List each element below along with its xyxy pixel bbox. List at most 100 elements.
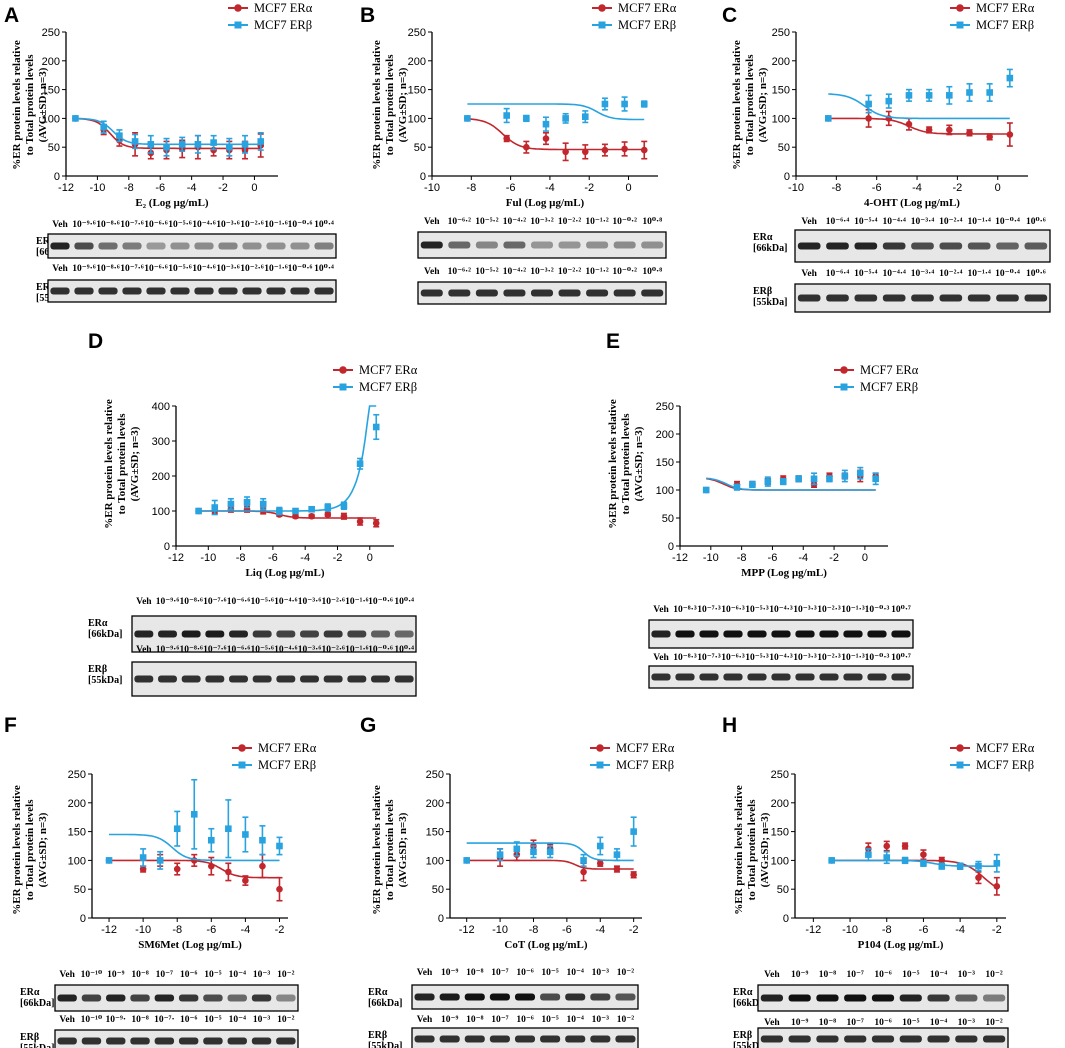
- data-point: [208, 862, 215, 870]
- erb-blot-conc-label: 10⁰·⁶: [1026, 269, 1046, 279]
- panel-D: D 0 100 200 300 400 -12 -10 -8 -6 -4 -2 0 Liq (Log µg…: [88, 330, 418, 697]
- data-point: [883, 842, 891, 850]
- x-axis-label: MPP (Log µg/mL): [741, 567, 827, 579]
- erb-blot-band: [266, 287, 286, 295]
- y-tick-label: 0: [438, 913, 444, 925]
- era-blot-conc-label: 10⁰·⁴: [394, 597, 414, 607]
- data-point: [503, 112, 510, 119]
- data-point: [580, 868, 587, 876]
- era-blot-band: [414, 993, 435, 1001]
- erb-blot-band: [899, 1035, 922, 1043]
- data-point: [938, 857, 946, 864]
- y-axis-label-line: %ER protein levels relative: [607, 399, 619, 529]
- data-point: [640, 146, 648, 154]
- legend-erb-marker: [956, 761, 964, 769]
- series-era: [828, 840, 1001, 896]
- y-axis-label-line: %ER protein levels relative: [11, 785, 23, 915]
- era-blot-band: [854, 242, 878, 250]
- x-tick-label: -8: [172, 924, 182, 936]
- erb-blot-band: [530, 289, 554, 297]
- erb-blot-band: [939, 294, 963, 302]
- erb-blot-band: [911, 294, 934, 302]
- data-point: [227, 500, 235, 508]
- x-tick-label: -2: [333, 552, 343, 564]
- data-point: [596, 842, 604, 850]
- erb-blot-conc-label: 10⁻¹·⁴: [967, 269, 991, 279]
- data-point: [225, 868, 232, 876]
- x-tick-label: -2: [829, 552, 839, 564]
- era-blot-conc-label: 10⁻²·²: [558, 217, 582, 227]
- legend-erb-label: MCF7 ERβ: [359, 380, 417, 394]
- erb-blot-conc-label: 10⁻⁹: [441, 1015, 459, 1025]
- era-blot-band: [797, 242, 821, 250]
- erb-blot-band: [747, 673, 767, 681]
- erb-blot-band: [788, 1035, 811, 1043]
- era-blot-conc-label: 10⁻⁰·⁴: [995, 217, 1020, 227]
- era-blot-band: [170, 242, 190, 250]
- data-point: [173, 865, 181, 873]
- data-point: [190, 811, 198, 818]
- y-axis-label-line: (AVG±SD; n=3): [759, 812, 771, 887]
- era-blot-conc-label: 10⁻⁴·³: [769, 605, 793, 615]
- y-axis-label-line: to Total protein levels: [24, 54, 36, 156]
- data-point: [542, 135, 550, 142]
- era-blot-band: [844, 994, 867, 1002]
- erb-blot-band: [826, 294, 849, 302]
- era-blot-conc-label: 10⁻³: [592, 968, 610, 978]
- x-tick-label: 0: [625, 182, 631, 194]
- x-tick-label: -6: [206, 924, 216, 936]
- erb-blot-conc-label: 10⁻²·⁶: [240, 264, 264, 274]
- era-blot-band: [158, 630, 177, 638]
- erb-blot-band: [290, 287, 310, 295]
- data-point: [259, 862, 266, 870]
- x-tick-label: 0: [995, 182, 1001, 194]
- y-axis-label: %ER protein levels relative to Total prot…: [607, 399, 645, 529]
- erb-blot-conc-label: 10⁰·⁴: [314, 264, 334, 274]
- era-blot-band: [134, 630, 154, 638]
- x-tick-label: -4: [955, 924, 965, 936]
- y-tick-label: 0: [54, 171, 60, 183]
- era-blot-conc-label: 10⁰·⁶: [1026, 217, 1046, 227]
- era-blot-band: [843, 630, 863, 638]
- era-blot-conc-label: 10⁻¹·²: [585, 217, 609, 227]
- fit-curve: [828, 117, 1010, 135]
- erb-blot-conc-label: 10⁻²: [985, 1018, 1003, 1028]
- erb-blot-conc-label: 10⁻⁶·⁴: [826, 269, 850, 279]
- era-blot-conc-label: 10⁻³·⁶: [298, 597, 322, 607]
- era-blot-band: [967, 242, 991, 250]
- x-tick-label: -2: [992, 924, 1002, 936]
- data-point: [562, 115, 569, 122]
- legend-era-label: MCF7 ERα: [976, 1, 1035, 15]
- y-tick-label: 150: [68, 827, 86, 839]
- erb-blot-conc-label: 10⁰·⁷: [891, 653, 911, 663]
- y-axis-label-line: to Total protein levels: [24, 799, 36, 901]
- panel-label: D: [88, 330, 103, 353]
- y-tick-label: 0: [420, 171, 426, 183]
- era-blot-conc-label: 10⁻⁶: [516, 968, 534, 978]
- era-blot-conc-label: 10⁻²·³: [817, 605, 841, 615]
- y-tick-label: 150: [42, 85, 60, 97]
- erb-blot-size: [55kDa]: [733, 1041, 767, 1048]
- era-blot-band: [130, 994, 150, 1002]
- erb-blot-band: [414, 1035, 435, 1043]
- y-tick-label: 200: [426, 798, 444, 810]
- x-tick-label: -6: [155, 182, 165, 194]
- erb-blot-conc-label: 10⁻²: [277, 1015, 295, 1025]
- x-tick-label: -10: [842, 924, 858, 936]
- era-blot-label: ERα: [733, 987, 753, 998]
- y-tick-label: 50: [74, 884, 86, 896]
- era-blot-conc-label: 10⁻³·³: [793, 605, 817, 615]
- x-tick-label: -4: [187, 182, 197, 194]
- erb-blot-band: [276, 1037, 296, 1045]
- erb-blot-band: [699, 673, 719, 681]
- fit-curve: [198, 405, 377, 512]
- erb-blot-band: [613, 289, 636, 297]
- y-tick-label: 250: [426, 769, 444, 781]
- data-point: [920, 851, 927, 858]
- erb-blot-conc-label: 10⁻⁹·⁶: [72, 264, 96, 274]
- panel-label: B: [360, 4, 375, 27]
- legend: MCF7 ERα MCF7 ERβ: [592, 1, 677, 32]
- x-tick-label: -6: [919, 924, 929, 936]
- western-blot: ERα[66kDa]Veh10⁻⁶·²10⁻⁵·²10⁻⁴·²10⁻³·²10⁻…: [417, 217, 667, 306]
